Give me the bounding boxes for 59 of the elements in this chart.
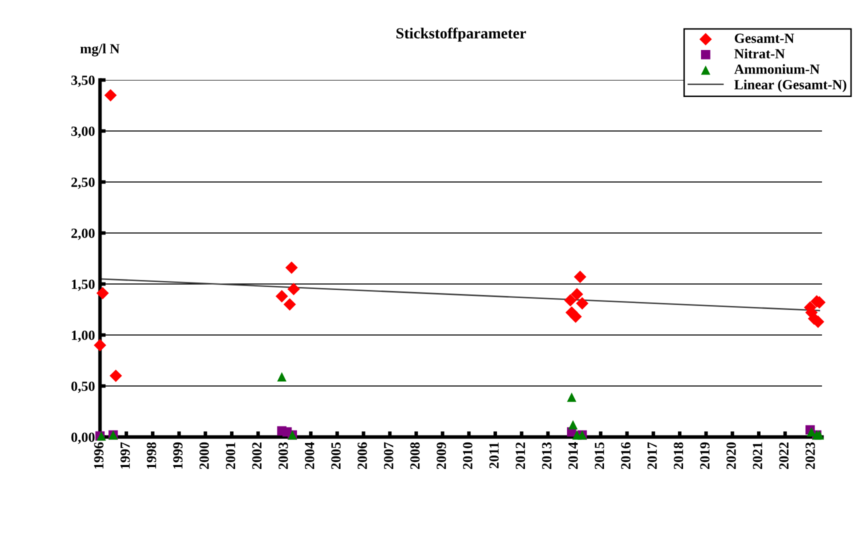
point <box>287 282 300 296</box>
x-tick-label: 2016 <box>621 442 630 470</box>
x-tick-label: 2022 <box>779 442 789 470</box>
x-tick-label: 2015 <box>594 442 604 470</box>
y-tick-label: 0,00 <box>71 432 95 444</box>
x-tick-label: 2001 <box>226 442 236 470</box>
x-tick-label: 2021 <box>752 442 762 470</box>
point <box>570 288 584 300</box>
x-tick-label: 2006 <box>358 442 367 470</box>
legend-label: Nitrat-N <box>734 48 785 58</box>
x-tick-label: 2010 <box>463 442 472 470</box>
x-tick-label: 2023 <box>806 442 815 470</box>
point <box>110 370 122 382</box>
x-tick-label: 2005 <box>331 442 341 470</box>
x-tick-label: 2009 <box>436 442 446 470</box>
x-tick-label: 2017 <box>647 442 657 470</box>
point <box>814 430 824 440</box>
point <box>567 392 576 402</box>
x-tick-label: 2012 <box>516 442 526 470</box>
x-tick-label: 1996 <box>94 442 104 469</box>
x-tick-label: 2013 <box>542 442 552 470</box>
point <box>284 298 296 311</box>
x-tick-label: 2018 <box>674 442 684 470</box>
y-tick-label: 2,50 <box>71 178 95 189</box>
x-tick-label: 2019 <box>700 442 710 470</box>
legend-label: Gesamt-N <box>734 34 794 43</box>
x-tick-label: 2020 <box>726 442 736 470</box>
x-tick-label: 1998 <box>146 442 156 469</box>
chart-title: Stickstoffparameter <box>396 28 526 42</box>
point <box>576 297 588 310</box>
point <box>94 338 106 352</box>
y-axis-title: mg/l N <box>80 44 120 56</box>
y-tick-label: 2,00 <box>71 228 95 240</box>
y-tick-label: 3,50 <box>71 76 95 87</box>
point <box>285 261 298 274</box>
point <box>277 372 286 382</box>
x-tick-label: 2003 <box>278 442 288 470</box>
point <box>569 310 582 323</box>
legend-label: Ammonium-N <box>734 64 820 74</box>
x-tick-label: 2007 <box>384 442 394 470</box>
point <box>564 294 577 307</box>
point <box>104 89 117 102</box>
x-tick-label: 1997 <box>120 442 130 469</box>
x-tick-label: 2002 <box>252 442 262 470</box>
y-tick-label: 1,00 <box>72 330 95 342</box>
x-tick-label: 2004 <box>304 442 314 470</box>
x-tick-label: 2011 <box>489 442 499 468</box>
x-tick-label: 2000 <box>200 442 209 470</box>
x-tick-label: 1999 <box>173 442 183 469</box>
point <box>568 420 578 430</box>
legend-label: Linear (Gesamt-N) <box>734 80 846 92</box>
point <box>574 270 586 284</box>
y-tick-label: 1,50 <box>72 280 95 291</box>
x-tick-label: 2014 <box>568 442 578 470</box>
x-tick-label: 2008 <box>410 442 420 470</box>
point <box>276 290 288 302</box>
y-tick-label: 0,50 <box>71 382 95 393</box>
point <box>96 286 109 300</box>
y-tick-label: 3,00 <box>71 126 95 138</box>
